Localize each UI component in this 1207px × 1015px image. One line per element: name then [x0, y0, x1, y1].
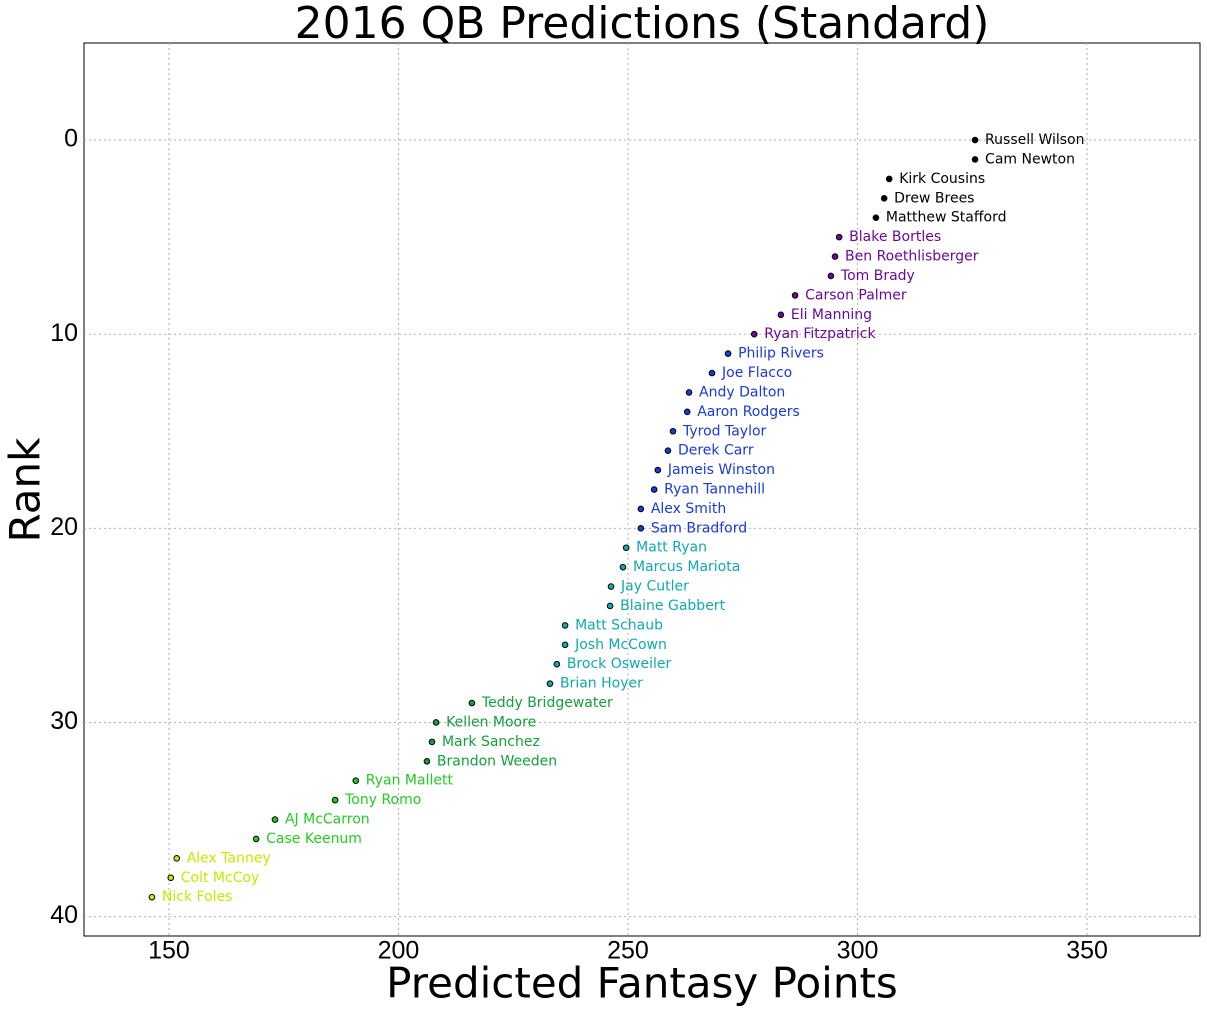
point	[331, 796, 339, 804]
chart-title: 2016 QB Predictions (Standard)	[295, 0, 990, 49]
x-tick-label: 350	[1066, 937, 1108, 965]
y-axis-label: Rank	[1, 437, 50, 543]
point-label: Mark Sanchez	[442, 734, 540, 750]
y-tick-label: 30	[50, 707, 78, 735]
point-label: Tom Brady	[840, 268, 915, 284]
point-label: Brandon Weeden	[437, 753, 557, 769]
point-label: Jay Cutler	[620, 579, 689, 595]
point	[971, 156, 979, 163]
x-axis-label: Predicted Fantasy Points	[386, 959, 898, 1008]
point-label: Philip Rivers	[738, 346, 824, 362]
point	[167, 874, 175, 882]
point	[173, 855, 181, 862]
point	[827, 272, 835, 280]
point	[432, 719, 440, 726]
y-tick-label: 10	[50, 319, 78, 347]
point-label: Carson Palmer	[805, 287, 907, 303]
point	[561, 641, 569, 649]
point	[650, 486, 658, 493]
point-label: Joe Flacco	[721, 365, 792, 381]
point-label: Alex Tanney	[187, 850, 271, 866]
point-label: Derek Carr	[678, 443, 754, 459]
point-label: Eli Manning	[791, 307, 872, 323]
point	[685, 389, 693, 396]
point-label: Alex Smith	[651, 501, 726, 517]
point	[561, 622, 569, 629]
point-label: Tyrod Taylor	[682, 423, 767, 439]
point	[148, 893, 156, 901]
point	[637, 525, 645, 532]
point	[669, 427, 677, 435]
point-label: Jameis Winston	[667, 462, 775, 478]
point-label: Marcus Mariota	[633, 559, 740, 575]
point	[553, 660, 561, 668]
point-label: Blake Bortles	[849, 229, 941, 245]
point	[664, 447, 672, 454]
point	[724, 350, 732, 357]
point-label: Drew Brees	[894, 190, 974, 206]
point	[683, 408, 691, 416]
point-label: Kellen Moore	[446, 714, 536, 730]
x-tick-label: 250	[607, 937, 649, 965]
point-label: Ryan Mallett	[366, 773, 454, 789]
point	[835, 233, 843, 241]
y-tick-label: 20	[50, 513, 78, 541]
point-label: Matt Schaub	[575, 617, 663, 633]
point	[777, 311, 785, 319]
point	[831, 253, 839, 260]
x-tick-label: 200	[378, 937, 420, 965]
point-label: Brian Hoyer	[560, 676, 643, 692]
point-label: Josh McCown	[574, 637, 667, 653]
point	[872, 214, 880, 222]
point-label: Ryan Tannehill	[664, 482, 765, 498]
point	[252, 835, 260, 843]
point	[654, 466, 662, 474]
point	[622, 544, 630, 552]
point-label: Ryan Fitzpatrick	[764, 326, 876, 342]
point-label: Matthew Stafford	[886, 210, 1007, 226]
y-tick-label: 40	[50, 901, 78, 929]
point	[880, 195, 888, 202]
y-tick-label: 0	[64, 125, 78, 153]
point-label: Cam Newton	[985, 151, 1075, 167]
point	[791, 292, 799, 299]
point	[607, 583, 615, 590]
point	[606, 602, 614, 610]
point	[352, 777, 360, 784]
point	[750, 330, 758, 338]
point-label: Aaron Rodgers	[697, 404, 800, 420]
point-label: Colt McCoy	[181, 870, 260, 886]
point-label: Andy Dalton	[699, 384, 785, 400]
point	[708, 369, 716, 377]
point-label: Russell Wilson	[985, 132, 1084, 148]
plot-frame	[83, 42, 1201, 937]
point	[428, 738, 436, 746]
point	[885, 175, 893, 183]
point	[271, 816, 279, 823]
point-label: Brock Osweiler	[567, 656, 672, 672]
point-label: Matt Ryan	[636, 540, 707, 556]
point-label: Kirk Cousins	[899, 171, 985, 187]
point	[971, 136, 979, 144]
point	[468, 699, 476, 707]
point	[423, 757, 431, 765]
point-label: Blaine Gabbert	[620, 598, 725, 614]
x-tick-label: 150	[148, 937, 190, 965]
point-label: Nick Foles	[162, 889, 233, 905]
point	[619, 563, 627, 571]
point	[637, 505, 645, 513]
point-label: Tony Romo	[344, 792, 421, 808]
point-label: Teddy Bridgewater	[481, 695, 613, 711]
point-label: AJ McCarron	[285, 812, 370, 828]
point-label: Sam Bradford	[651, 520, 747, 536]
point-label: Case Keenum	[266, 831, 362, 847]
point	[546, 680, 554, 687]
x-tick-label: 300	[837, 937, 879, 965]
point-label: Ben Roethlisberger	[845, 249, 979, 265]
